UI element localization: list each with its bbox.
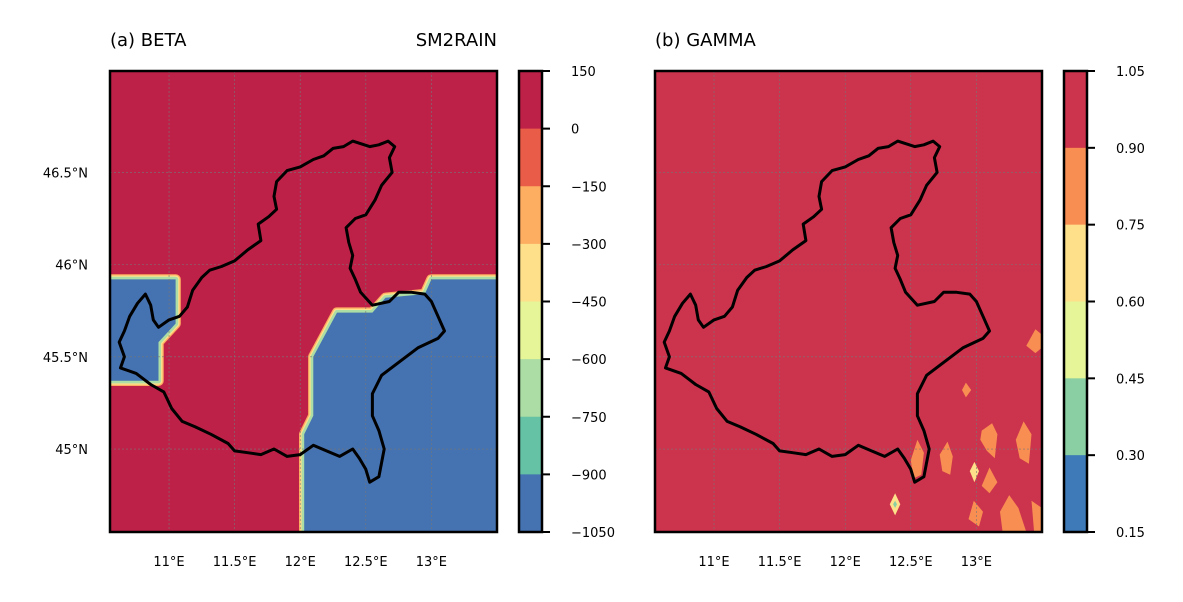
x-tick-label: 12.5°E bbox=[889, 555, 933, 570]
patch bbox=[1015, 421, 1032, 464]
colorbar-band bbox=[1064, 147, 1087, 226]
x-axis-ticks-gamma: 11°E 11.5°E 12°E 12.5°E 13°E bbox=[698, 555, 992, 570]
colorbar-tick-label: 0.15 bbox=[1116, 526, 1145, 541]
colorbar-band bbox=[1064, 301, 1087, 379]
low-value-region bbox=[110, 279, 176, 381]
y-tick-label: 46.5°N bbox=[43, 166, 88, 181]
gridlines-beta bbox=[110, 71, 497, 532]
colorbar-tick-label: 1.05 bbox=[1116, 65, 1145, 80]
colorbar-tick-label: 0.45 bbox=[1116, 372, 1145, 387]
x-tick-label: 12°E bbox=[830, 555, 861, 570]
x-tick-label: 11°E bbox=[153, 555, 184, 570]
y-tick-label: 46°N bbox=[55, 259, 88, 274]
colorbar-band bbox=[519, 416, 542, 475]
y-tick-label: 45°N bbox=[55, 443, 88, 458]
colorbar-band bbox=[519, 301, 542, 360]
patch bbox=[962, 382, 972, 398]
patch bbox=[1026, 329, 1042, 354]
patch bbox=[939, 441, 953, 475]
y-tick-label: 45.5°N bbox=[43, 351, 88, 366]
x-tick-label: 11.5°E bbox=[213, 555, 257, 570]
colorbar-band bbox=[519, 128, 542, 187]
x-tick-label: 13°E bbox=[416, 555, 447, 570]
patch bbox=[910, 439, 924, 479]
x-tick-label: 12°E bbox=[285, 555, 316, 570]
colorbar-tick-label: 0.30 bbox=[1116, 449, 1145, 464]
region-outline-gamma bbox=[662, 139, 991, 484]
x-tick-label: 12.5°E bbox=[344, 555, 388, 570]
panel-gamma: (b) GAMMA 11°E 11.5°E 12°E 12.5°E 13°E 1.05 0… bbox=[653, 30, 1145, 570]
x-tick-label: 11°E bbox=[698, 555, 729, 570]
patch bbox=[1031, 500, 1042, 532]
panel-label-beta: (a) BETA bbox=[110, 30, 187, 51]
x-axis-ticks-beta: 11°E 11.5°E 12°E 12.5°E 13°E bbox=[153, 555, 447, 570]
colorbar-band bbox=[519, 359, 542, 418]
axes-frame-beta bbox=[108, 69, 499, 534]
patch bbox=[893, 500, 897, 508]
patches-gamma bbox=[889, 329, 1042, 532]
colorbar-tick-label: 0.75 bbox=[1116, 219, 1145, 234]
colorbar-tick-label: 0.60 bbox=[1116, 296, 1145, 311]
colorbar-tick-label: −300 bbox=[571, 238, 607, 253]
y-axis-ticks-beta: 45°N 45.5°N 46°N 46.5°N bbox=[43, 166, 88, 458]
colorbar-band bbox=[1064, 378, 1087, 456]
patch bbox=[981, 467, 998, 494]
colorbar-tick-label: −750 bbox=[571, 411, 607, 426]
colorbar-band bbox=[1064, 224, 1087, 302]
x-tick-label: 11.5°E bbox=[758, 555, 802, 570]
colorbar-tick-label: 0.90 bbox=[1116, 142, 1145, 157]
colorbar-gamma: 1.05 0.90 0.75 0.60 0.45 0.30 0.15 bbox=[1062, 65, 1145, 541]
panel-beta: (a) BETA SM2RAIN 11°E 11.5°E 12°E 12.5°E 13°… bbox=[43, 30, 615, 570]
colorbar-band bbox=[519, 186, 542, 245]
panel-title-right: SM2RAIN bbox=[416, 30, 497, 51]
patch bbox=[980, 423, 998, 459]
patch bbox=[1000, 495, 1027, 532]
colorbar-beta: 150 0 −150 −300 −450 −600 −750 −900 −1050 bbox=[517, 65, 615, 541]
patch bbox=[968, 500, 983, 527]
patch bbox=[969, 461, 979, 483]
colorbar-tick-label: −600 bbox=[571, 353, 607, 368]
colorbar-tick-label: −450 bbox=[571, 296, 607, 311]
colorbar-band bbox=[519, 71, 542, 130]
colorbar-tick-label: −900 bbox=[571, 468, 607, 483]
axes-frame-gamma bbox=[653, 69, 1044, 534]
colorbar-band bbox=[1064, 71, 1087, 149]
colorbar-band bbox=[1064, 455, 1087, 533]
field-background-gamma bbox=[655, 71, 1042, 532]
region-outline-beta bbox=[117, 139, 446, 484]
colorbar-band bbox=[519, 474, 542, 533]
panel-label-gamma: (b) GAMMA bbox=[655, 30, 757, 51]
colorbar-tick-label: 150 bbox=[571, 65, 596, 80]
colorbar-tick-label: −150 bbox=[571, 180, 607, 195]
colorbar-band bbox=[519, 243, 542, 302]
colorbar-tick-label: −1050 bbox=[571, 526, 615, 541]
region-outline bbox=[662, 139, 991, 484]
colorbar-tick-label: 0 bbox=[571, 123, 579, 138]
x-tick-label: 13°E bbox=[961, 555, 992, 570]
region-outline bbox=[117, 139, 446, 484]
low-value-region bbox=[304, 279, 497, 532]
